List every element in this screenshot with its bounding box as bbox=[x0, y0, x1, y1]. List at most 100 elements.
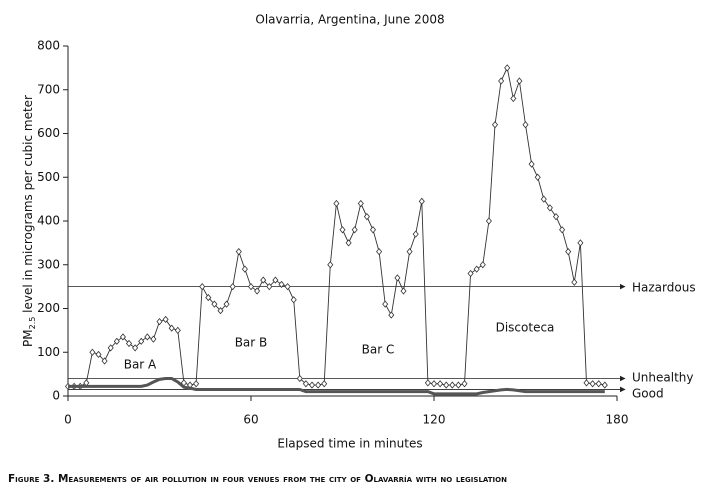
reference-label: Unhealthy bbox=[632, 371, 693, 385]
point bbox=[363, 213, 370, 221]
outdoor-line bbox=[68, 377, 605, 396]
point bbox=[339, 226, 346, 234]
point bbox=[162, 315, 169, 324]
x-tick-label: 0 bbox=[64, 413, 72, 427]
point bbox=[449, 381, 456, 389]
point bbox=[199, 283, 206, 291]
point bbox=[601, 381, 608, 389]
point bbox=[595, 380, 602, 388]
point bbox=[302, 380, 309, 388]
point bbox=[479, 261, 486, 269]
point bbox=[327, 261, 334, 269]
point bbox=[552, 213, 560, 221]
y-tick-label: 800 bbox=[37, 39, 60, 53]
point bbox=[461, 380, 468, 388]
point bbox=[565, 248, 572, 256]
y-tick-label: 200 bbox=[37, 301, 60, 315]
point bbox=[418, 197, 425, 205]
point bbox=[321, 380, 328, 388]
point bbox=[284, 283, 291, 291]
point bbox=[430, 380, 438, 388]
point bbox=[485, 217, 492, 225]
y-tick-label: 400 bbox=[37, 214, 60, 228]
point bbox=[113, 337, 120, 345]
point bbox=[491, 121, 499, 129]
point bbox=[211, 300, 218, 308]
point bbox=[528, 160, 535, 168]
venue-label: Bar A bbox=[124, 358, 157, 372]
chart-title: Olavarria, Argentina, June 2008 bbox=[255, 13, 444, 27]
venue-label: Bar B bbox=[235, 336, 268, 350]
point bbox=[333, 199, 340, 208]
point bbox=[278, 280, 285, 289]
point bbox=[455, 381, 462, 389]
point bbox=[400, 287, 407, 295]
point bbox=[174, 326, 181, 334]
point bbox=[241, 265, 248, 273]
venue-label: Discoteca bbox=[496, 321, 555, 335]
point bbox=[540, 195, 547, 203]
point bbox=[260, 276, 267, 284]
y-label-sub: 2.5 bbox=[28, 317, 37, 330]
point bbox=[412, 230, 419, 238]
point bbox=[357, 199, 364, 208]
point bbox=[473, 265, 480, 273]
point bbox=[382, 300, 389, 308]
point bbox=[223, 300, 230, 308]
point bbox=[217, 307, 224, 315]
caption: Figure 3. Measurements of air pollution … bbox=[8, 473, 507, 485]
point bbox=[388, 311, 395, 319]
point bbox=[522, 121, 529, 129]
point bbox=[498, 77, 505, 85]
point bbox=[144, 333, 151, 341]
point bbox=[119, 333, 126, 341]
x-tick-label: 60 bbox=[243, 413, 258, 427]
point bbox=[193, 380, 200, 388]
point bbox=[205, 293, 212, 302]
point bbox=[510, 94, 517, 103]
y-tick-label: 600 bbox=[37, 126, 60, 140]
point bbox=[546, 204, 553, 212]
point bbox=[504, 64, 511, 72]
point bbox=[443, 381, 450, 389]
y-tick-label: 0 bbox=[52, 389, 60, 403]
reference-label: Good bbox=[632, 387, 664, 401]
point bbox=[156, 318, 163, 326]
point bbox=[138, 337, 145, 345]
y-tick-label: 100 bbox=[37, 345, 60, 359]
point bbox=[266, 283, 273, 291]
point bbox=[406, 248, 413, 256]
point bbox=[247, 283, 255, 291]
x-tick-label: 120 bbox=[423, 413, 446, 427]
point bbox=[516, 77, 523, 85]
point bbox=[589, 380, 596, 388]
x-tick-label: 180 bbox=[606, 413, 629, 427]
point bbox=[467, 269, 474, 278]
point bbox=[308, 381, 316, 389]
y-label-part: PM bbox=[21, 329, 35, 347]
x-axis-label: Elapsed time in minutes bbox=[277, 437, 422, 451]
point bbox=[424, 379, 431, 387]
point bbox=[168, 324, 175, 332]
point bbox=[534, 173, 541, 181]
y-tick-label: 700 bbox=[37, 82, 60, 96]
point bbox=[254, 287, 261, 295]
point bbox=[351, 226, 358, 234]
y-label-part: level in micrograms per cubic meter bbox=[21, 95, 35, 317]
point bbox=[150, 335, 157, 343]
point bbox=[376, 248, 383, 256]
point bbox=[132, 344, 139, 352]
point bbox=[583, 379, 590, 387]
point bbox=[345, 239, 352, 247]
reference-label: Hazardous bbox=[632, 281, 696, 295]
point bbox=[101, 357, 108, 365]
point bbox=[229, 283, 236, 291]
y-tick-label: 300 bbox=[37, 257, 60, 271]
point bbox=[272, 276, 279, 284]
y-tick-label: 500 bbox=[37, 170, 60, 184]
point bbox=[296, 374, 303, 383]
point bbox=[437, 380, 444, 388]
point bbox=[107, 344, 114, 352]
point bbox=[125, 339, 133, 348]
